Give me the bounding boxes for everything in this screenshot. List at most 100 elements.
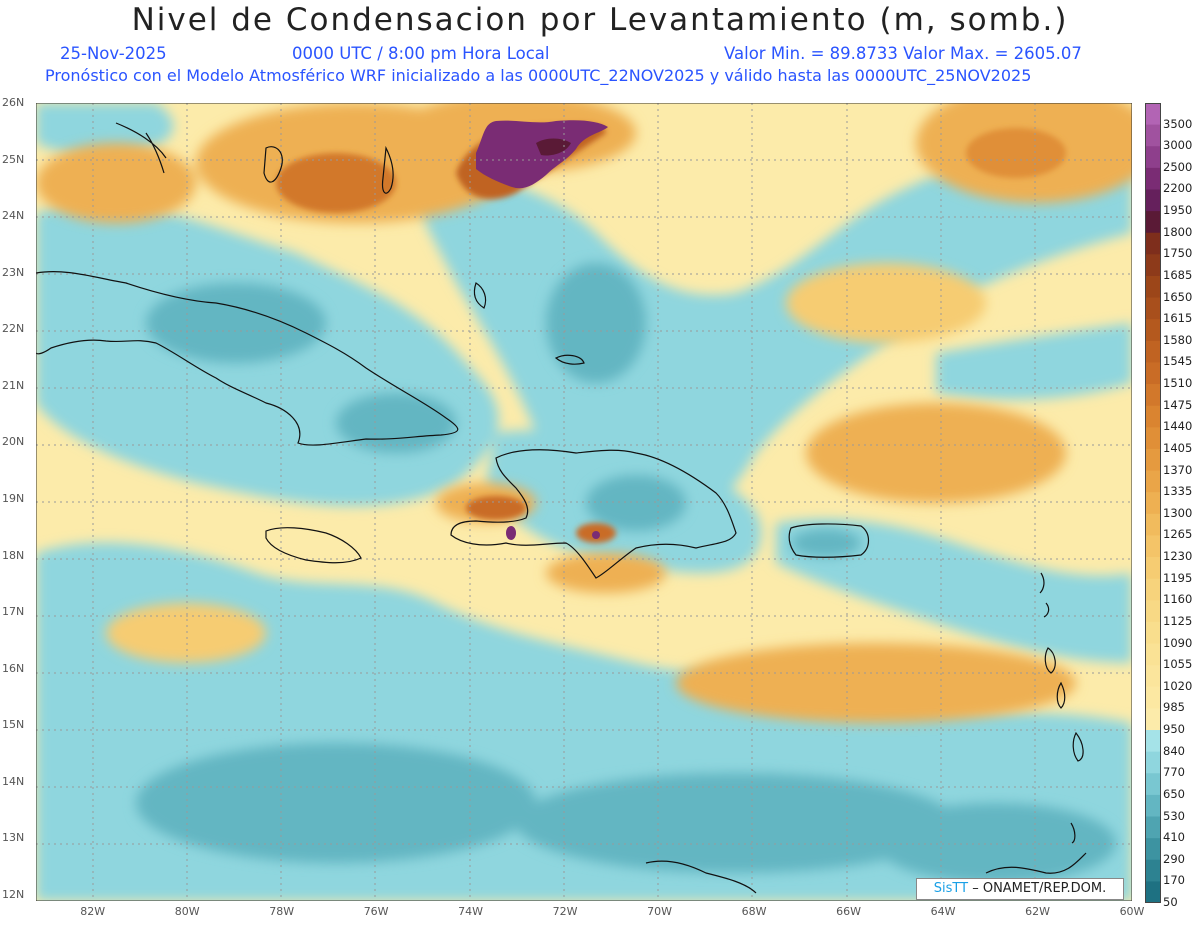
colorbar-level-label: 2200 <box>1163 181 1193 196</box>
colorbar-level-label: 1440 <box>1163 419 1193 434</box>
colorbar-swatch <box>1145 816 1161 839</box>
time-label: 0000 UTC / 8:00 pm Hora Local <box>292 44 550 63</box>
colorbar-swatch <box>1145 384 1161 407</box>
min-max-label: Valor Min. = 89.8733 Valor Max. = 2605.0… <box>724 44 1082 63</box>
lat-label: 24N <box>2 209 25 223</box>
colorbar-level-label: 1685 <box>1163 267 1193 282</box>
colorbar-swatch <box>1145 730 1161 753</box>
colorbar-level-label: 3500 <box>1163 116 1193 131</box>
colorbar-level-label: 1370 <box>1163 462 1193 477</box>
colorbar-swatch <box>1145 232 1161 255</box>
sispi-logo: SisTT <box>933 881 969 896</box>
colorbar-swatch <box>1145 340 1161 363</box>
lat-label: 15N <box>2 718 25 732</box>
colorbar-swatch <box>1145 557 1161 580</box>
colorbar-swatch <box>1145 881 1161 903</box>
south-america-coast <box>645 852 1087 894</box>
lcl-map <box>36 103 1132 901</box>
colorbar-level-label: 410 <box>1163 830 1185 845</box>
colorbar-swatch <box>1145 427 1161 450</box>
lat-label: 20N <box>2 435 25 449</box>
cuba-coast <box>36 271 459 446</box>
colorbar-level-label: 650 <box>1163 786 1185 801</box>
lon-label: 80W <box>174 905 200 918</box>
colorbar-level-label: 1055 <box>1163 657 1193 672</box>
date-label: 25-Nov-2025 <box>60 44 167 63</box>
colorbar-frame <box>1145 103 1161 903</box>
lat-label: 14N <box>2 774 25 788</box>
jamaica-coast <box>265 527 362 564</box>
colorbar-swatch <box>1145 254 1161 277</box>
colorbar-level-label: 1020 <box>1163 678 1193 693</box>
colorbar-level-label: 1195 <box>1163 570 1193 585</box>
colorbar-level-label: 1335 <box>1163 484 1193 499</box>
lon-label: 70W <box>647 905 673 918</box>
colorbar-swatch <box>1145 167 1161 190</box>
forecast-label: Pronóstico con el Modelo Atmosférico WRF… <box>45 66 1032 85</box>
lon-label: 74W <box>458 905 484 918</box>
lon-label: 62W <box>1025 905 1050 918</box>
colorbar-level-label: 290 <box>1163 851 1185 866</box>
lat-label: 26N <box>2 96 25 109</box>
chart-title: Nivel de Condensacion por Levantamiento … <box>131 2 1069 38</box>
colorbar-swatch <box>1145 319 1161 342</box>
lesser-antilles <box>1039 572 1084 844</box>
colorbar-swatch <box>1145 405 1161 428</box>
colorbar-level-label: 950 <box>1163 722 1185 737</box>
colorbar-level-label: 530 <box>1163 808 1185 823</box>
colorbar-swatch <box>1145 838 1161 861</box>
colorbar-level-label: 1475 <box>1163 397 1193 412</box>
colorbar-swatch <box>1145 297 1161 320</box>
puerto-rico-coast <box>788 523 870 558</box>
colorbar-level-label: 2500 <box>1163 159 1193 174</box>
peak-lcl-field <box>476 120 608 540</box>
lat-label: 25N <box>2 152 25 166</box>
turks-caicos-coast <box>554 354 585 365</box>
colorbar-level-label: 1300 <box>1163 505 1193 520</box>
lat-label: 22N <box>2 322 25 336</box>
colorbar-swatch <box>1145 600 1161 623</box>
lat-label: 13N <box>2 831 25 845</box>
lat-label: 12N <box>2 888 25 901</box>
lat-label: 16N <box>2 661 25 675</box>
colorbar-level-label: 50 <box>1163 895 1178 909</box>
colorbar <box>1145 103 1161 903</box>
colorbar-swatch <box>1145 708 1161 731</box>
lon-label: 64W <box>930 905 956 918</box>
colorbar-level-label: 1650 <box>1163 289 1193 304</box>
lon-label: 60W <box>1119 905 1145 918</box>
colorbar-swatch <box>1145 189 1161 212</box>
lat-label: 17N <box>2 605 25 619</box>
colorbar-level-label: 1950 <box>1163 203 1193 218</box>
colorbar-level-label: 1510 <box>1163 376 1193 391</box>
colorbar-level-label: 1545 <box>1163 354 1193 369</box>
colorbar-swatch <box>1145 103 1161 126</box>
colorbar-swatch <box>1145 686 1161 709</box>
colorbar-swatch <box>1145 621 1161 645</box>
colorbar-level-label: 1265 <box>1163 527 1193 542</box>
colorbar-swatch <box>1145 773 1161 796</box>
colorbar-level-label: 1125 <box>1163 613 1193 628</box>
credit-text: – ONAMET/REP.DOM. <box>972 881 1107 896</box>
lon-label: 66W <box>836 905 861 918</box>
lon-label: 78W <box>269 905 295 918</box>
bahamas-coast-2 <box>381 145 394 194</box>
colorbar-level-label: 1160 <box>1163 592 1193 607</box>
colorbar-swatch <box>1145 275 1161 299</box>
colorbar-level-label: 1615 <box>1163 311 1193 326</box>
colorbar-level-label: 3000 <box>1163 138 1193 153</box>
colorbar-swatch <box>1145 146 1161 169</box>
colorbar-swatch <box>1145 513 1161 536</box>
colorbar-level-label: 770 <box>1163 765 1185 780</box>
colorbar-swatch <box>1145 492 1161 515</box>
colorbar-swatch <box>1145 211 1161 234</box>
graticule <box>36 103 1132 901</box>
hispaniola-coast <box>450 449 737 579</box>
colorbar-level-label: 1580 <box>1163 332 1193 347</box>
bahamas-coast-4 <box>115 122 167 174</box>
colorbar-swatch <box>1145 448 1161 472</box>
colorbar-level-label: 1405 <box>1163 440 1193 455</box>
colorbar-swatch <box>1145 859 1161 882</box>
colorbar-level-label: 985 <box>1163 700 1185 715</box>
colorbar-swatch <box>1145 124 1161 147</box>
